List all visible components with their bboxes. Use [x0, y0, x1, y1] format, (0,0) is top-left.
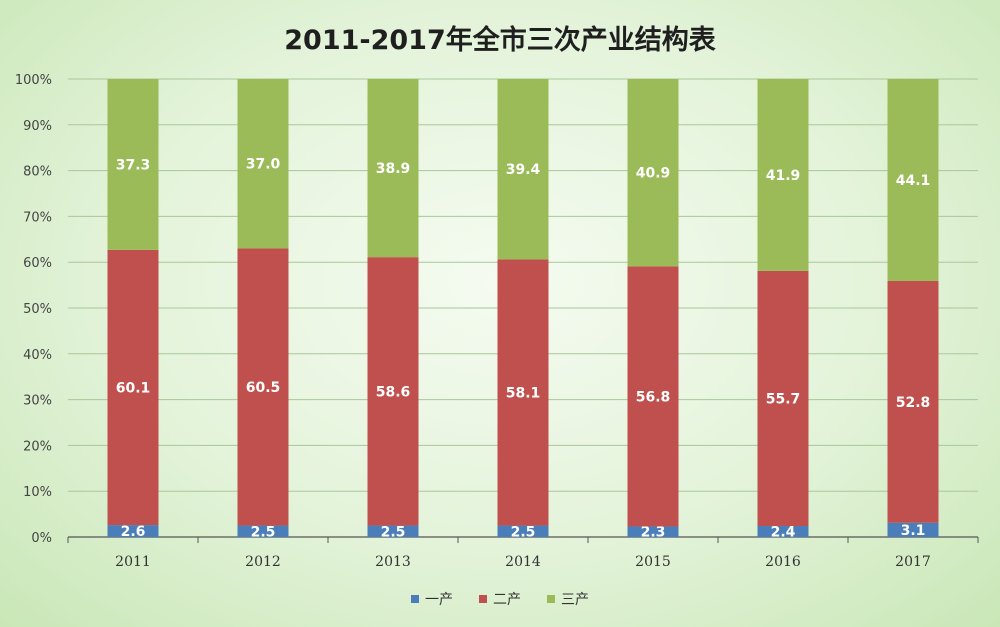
- y-tick-label: 60%: [23, 256, 52, 271]
- bar-data-label: 2.5: [381, 524, 406, 540]
- bar-data-label: 2.3: [641, 525, 666, 541]
- x-tick-label: 2014: [505, 554, 541, 570]
- x-tick-label: 2017: [895, 554, 931, 570]
- y-tick-label: 0%: [31, 531, 52, 546]
- y-tick-label: 90%: [23, 119, 52, 134]
- bar-data-label: 2.4: [771, 525, 796, 541]
- bar-data-label: 2.6: [121, 524, 146, 540]
- bar-segment: [887, 79, 939, 281]
- bar-segment: [497, 259, 549, 526]
- bar-segment: [627, 79, 679, 267]
- bar-data-label: 60.1: [116, 380, 151, 396]
- bar-data-label: 37.0: [246, 157, 281, 173]
- bar-data-label: 55.7: [766, 391, 801, 407]
- bar-segment: [367, 525, 419, 537]
- y-tick-label: 10%: [23, 485, 52, 500]
- y-tick-label: 50%: [23, 302, 52, 317]
- bar-segment: [497, 79, 549, 260]
- y-tick-label: 40%: [23, 348, 52, 363]
- legend-item: 一产: [411, 589, 453, 609]
- bar-segment: [367, 79, 419, 258]
- legend-label: 二产: [493, 592, 521, 608]
- bar-data-label: 60.5: [246, 380, 281, 396]
- bar-segment: [107, 79, 159, 250]
- x-tick-label: 2013: [375, 554, 411, 570]
- legend-swatch: [411, 595, 419, 603]
- chart-legend: 一产 二产 三产: [0, 589, 1000, 609]
- y-tick-label: 100%: [15, 73, 52, 88]
- y-tick-label: 80%: [23, 165, 52, 180]
- bar-segment: [107, 525, 159, 537]
- bar-data-label: 38.9: [376, 161, 411, 177]
- chart-title: 2011-2017年全市三次产业结构表: [284, 25, 716, 56]
- x-tick-label: 2012: [245, 554, 281, 570]
- bar-segment: [757, 526, 809, 537]
- bar-data-label: 56.8: [636, 389, 671, 405]
- legend-item: 二产: [479, 589, 521, 609]
- bar-data-label: 44.1: [896, 173, 931, 189]
- y-tick-label: 30%: [23, 394, 52, 409]
- y-tick-label: 70%: [23, 210, 52, 225]
- x-tick-label: 2011: [115, 554, 151, 570]
- bar-segment: [237, 79, 289, 249]
- bar-data-label: 2.5: [511, 524, 536, 540]
- bar-segment: [887, 280, 939, 523]
- bar-segment: [757, 270, 809, 527]
- legend-label: 三产: [561, 592, 589, 608]
- x-tick-label: 2016: [765, 554, 801, 570]
- legend-swatch: [547, 595, 555, 603]
- bar-data-label: 40.9: [636, 166, 671, 182]
- bar-data-label: 58.1: [506, 386, 541, 402]
- bar-segment: [627, 266, 679, 527]
- bar-segment: [887, 522, 939, 537]
- bar-data-label: 2.5: [251, 524, 276, 540]
- bar-data-label: 37.3: [116, 157, 151, 173]
- bar-data-label: 52.8: [896, 395, 931, 411]
- bar-segment: [627, 526, 679, 537]
- bar-segment: [497, 525, 549, 537]
- legend-label: 一产: [425, 592, 453, 608]
- bar-data-label: 39.4: [506, 162, 541, 178]
- bar-segment: [367, 257, 419, 526]
- bar-segment: [237, 248, 289, 526]
- bar-data-label: 3.1: [901, 523, 926, 539]
- legend-item: 三产: [547, 589, 589, 609]
- x-tick-label: 2015: [635, 554, 671, 570]
- bar-segment: [237, 525, 289, 537]
- bar-segment: [757, 79, 809, 271]
- legend-swatch: [479, 595, 487, 603]
- y-tick-label: 20%: [23, 439, 52, 454]
- bar-data-label: 41.9: [766, 168, 801, 184]
- bar-data-label: 58.6: [376, 384, 411, 400]
- bar-segment: [107, 249, 159, 526]
